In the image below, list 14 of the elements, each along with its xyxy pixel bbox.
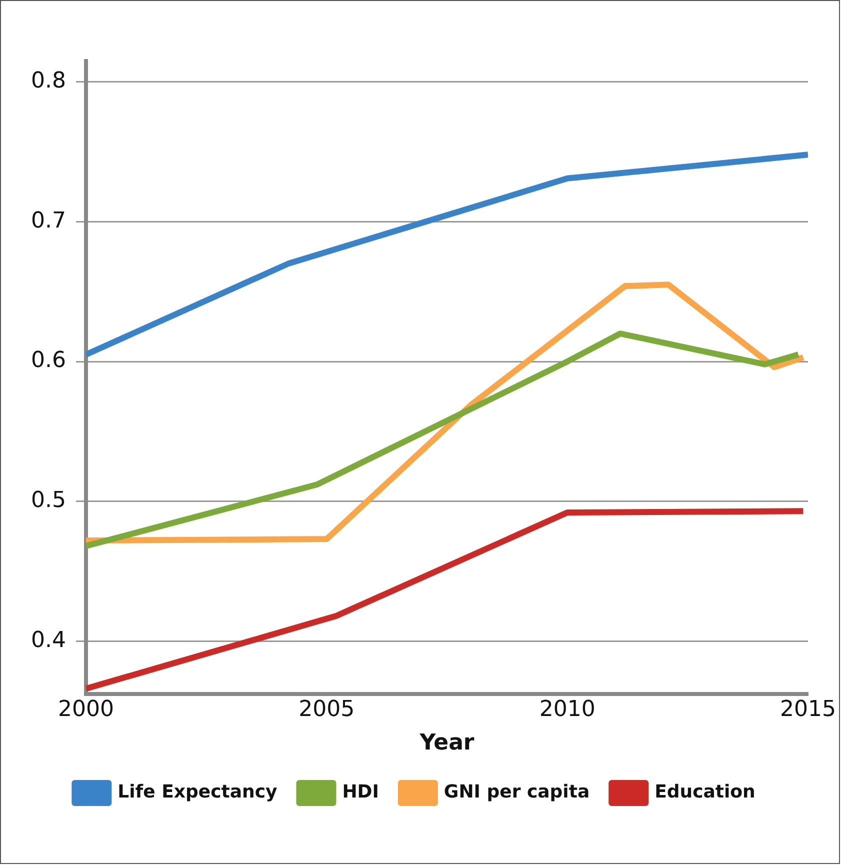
x-tick-label: 2005 [298, 697, 355, 722]
legend-label: GNI per capita [444, 782, 590, 803]
legend-label: HDI [342, 782, 379, 803]
x-tick-label: 2015 [780, 697, 836, 722]
legend-label: Education [654, 782, 756, 803]
y-tick-label: 0.5 [30, 488, 66, 514]
x-axis-title: Year [418, 730, 474, 756]
y-tick-label: 0.4 [30, 628, 66, 653]
y-tick-label: 0.7 [30, 208, 66, 234]
x-tick-label: 2000 [58, 697, 114, 722]
y-tick-label: 0.8 [30, 68, 66, 94]
y-tick-label: 0.6 [30, 348, 66, 374]
legend-label: Life Expectancy [118, 782, 278, 803]
x-tick-label: 2010 [539, 697, 596, 722]
